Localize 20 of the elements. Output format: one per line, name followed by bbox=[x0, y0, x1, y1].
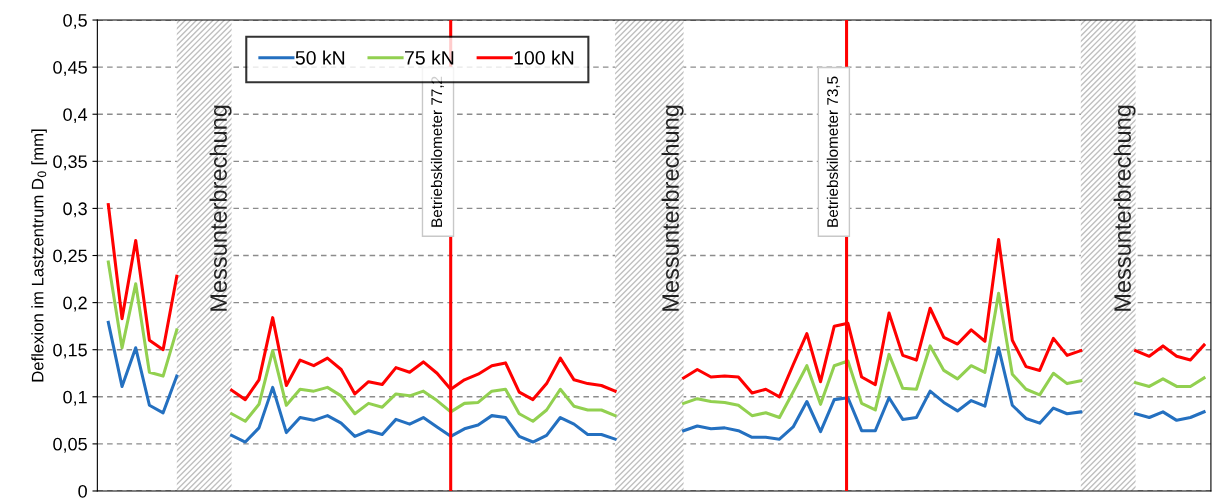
legend-label: 100 kN bbox=[514, 50, 574, 65]
legend-label: 50 kN bbox=[295, 50, 345, 65]
y-tick-label: 0,15 bbox=[53, 343, 87, 359]
y-axis-title: Deflexion im Lastzentrum D$_{0}$ [mm] bbox=[31, 129, 47, 382]
legend-label: 75 kN bbox=[405, 50, 454, 65]
annotation: Messunterbrechung bbox=[661, 105, 684, 311]
y-tick-label: 0,4 bbox=[63, 108, 88, 124]
y-tick-label: 0,35 bbox=[53, 155, 87, 171]
annotation: Messunterbrechung bbox=[209, 105, 232, 311]
y-tick-label: 0,45 bbox=[53, 61, 87, 76]
annotation: Betriebskilometer 73,5 bbox=[826, 76, 840, 227]
y-tick-label: 0 bbox=[78, 484, 87, 498]
y-tick-label: 0,25 bbox=[53, 249, 87, 265]
annotation: Betriebskilometer 77,2 bbox=[430, 76, 444, 227]
y-tick-label: 0,3 bbox=[63, 202, 87, 218]
y-tick-label: 0,5 bbox=[63, 13, 87, 29]
y-tick-label: 0,1 bbox=[63, 390, 87, 406]
y-tick-label: 0,05 bbox=[53, 437, 87, 453]
annotation: Messunterbrechung bbox=[1113, 105, 1136, 311]
y-tick-label: 0,2 bbox=[63, 296, 87, 312]
